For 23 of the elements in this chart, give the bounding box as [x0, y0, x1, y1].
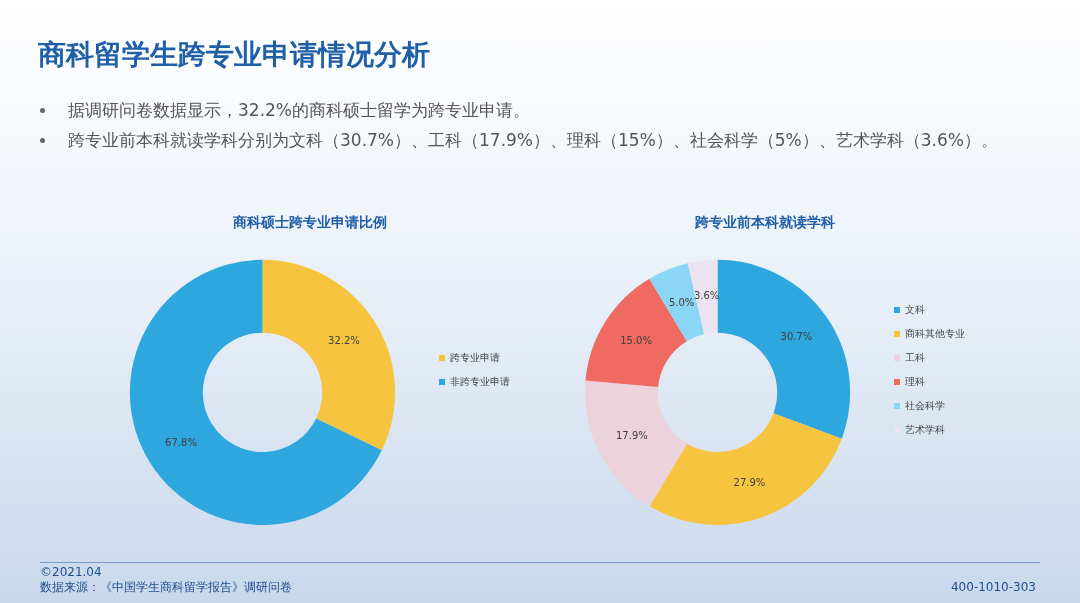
chart-title: 跨专业前本科就读学科: [694, 214, 835, 231]
text: 跨专业前本科就读学科分别为文科（30.7%）、工科（17.9%）、理科（15%）、社会科学（5%）、艺术学科（3.6%）。: [68, 129, 998, 152]
text: 据调研问卷数据显示，32.2%的商科硕士留学为跨专业申请。: [68, 99, 531, 122]
legend-label: 艺术学科: [905, 423, 945, 435]
legend-label: 理科: [905, 375, 925, 387]
data-label: 67.8%: [165, 436, 197, 448]
data-label: 5.0%: [668, 296, 695, 308]
data-label: 15.0%: [620, 334, 652, 346]
data-label: 32.2%: [328, 334, 360, 346]
text: 商科留学生跨专业申请情况分析: [38, 37, 430, 73]
chart-title: 商科硕士跨专业申请比例: [232, 214, 387, 231]
source-note: 数据来源：《中国学生商科留学报告》调研问卷: [40, 580, 292, 595]
data-label: 27.9%: [733, 476, 766, 488]
text: 400-1010-303: [950, 580, 1036, 595]
legend-label: 商科其他专业: [905, 327, 965, 339]
data-label: 17.9%: [616, 429, 648, 441]
legend-label: 文科: [905, 303, 925, 315]
legend-label: 跨专业申请: [450, 351, 500, 363]
text: ©2021.04: [40, 565, 103, 580]
legend-label: 工科: [905, 351, 925, 363]
legend-label: 社会科学: [905, 399, 945, 411]
data-label: 30.7%: [780, 331, 813, 343]
legend-label: 非跨专业申请: [450, 375, 510, 387]
